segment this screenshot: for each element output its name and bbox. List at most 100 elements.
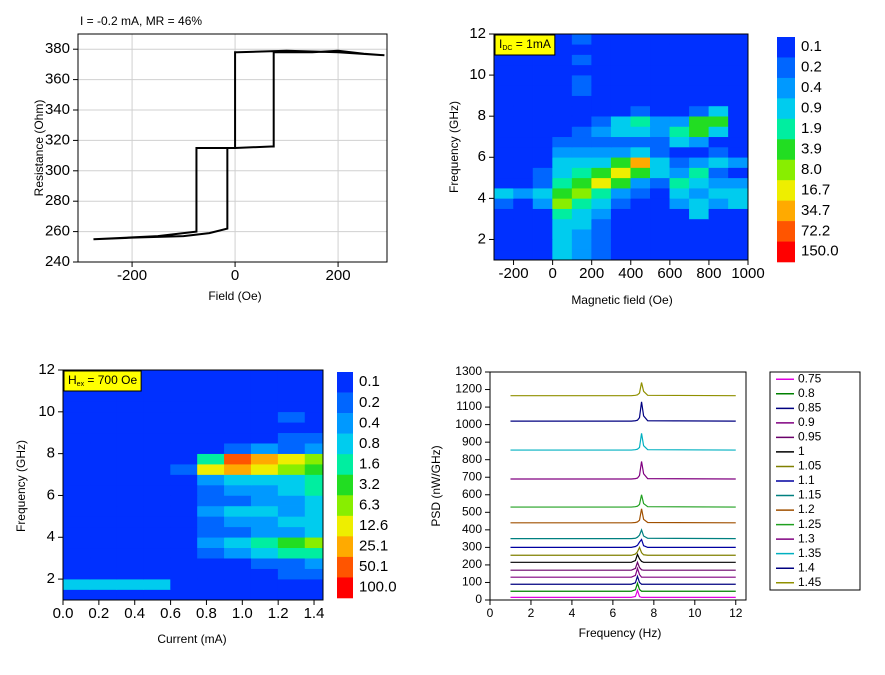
heatmap-cell: [63, 568, 91, 580]
heatmap-cell: [277, 495, 306, 507]
heatmap-cell: [532, 208, 553, 220]
heatmap-cell: [532, 115, 553, 127]
heatmap-cell: [513, 146, 534, 158]
data-line: [510, 382, 736, 397]
heatmap-cell: [630, 249, 651, 260]
y-tick-label: 380: [45, 40, 70, 57]
heatmap-cell: [728, 239, 748, 251]
heatmap-cell: [669, 115, 690, 127]
heatmap-cell: [728, 218, 748, 230]
heatmap-cell: [650, 43, 671, 55]
heatmap-cell: [170, 442, 198, 454]
heatmap-cell: [170, 578, 198, 590]
heatmap-cell: [197, 421, 225, 434]
heatmap-cell: [197, 589, 225, 600]
heatmap-cell: [591, 64, 612, 76]
heatmap-cell: [197, 516, 225, 528]
heatmap-cell: [89, 411, 118, 423]
heatmap-cell: [89, 547, 118, 559]
data-line: [510, 538, 736, 548]
heatmap-cell: [170, 411, 198, 423]
heatmap-cell: [571, 74, 592, 86]
heatmap-cell: [669, 249, 690, 260]
heatmap-cell: [630, 156, 651, 168]
plot-frame: [493, 33, 749, 261]
heatmap-cell: [552, 95, 573, 107]
x-tick-label: -200: [499, 265, 529, 282]
heatmap-cell: [571, 126, 592, 138]
heatmap-cell: [63, 536, 91, 549]
heatmap-cell: [277, 505, 306, 517]
heatmap-cell: [532, 105, 553, 117]
heatmap-cell: [728, 126, 748, 138]
heatmap-cell: [552, 187, 573, 199]
data-line: [510, 433, 736, 451]
heatmap-cell: [304, 380, 323, 392]
y-tick-label: 300: [45, 162, 70, 179]
heatmap-cell: [224, 484, 252, 496]
heatmap-cell: [571, 187, 592, 199]
heatmap-cell: [689, 198, 710, 209]
heatmap-cell: [689, 43, 710, 55]
heatmap-cell: [513, 115, 534, 127]
heatmap-cell: [170, 421, 198, 434]
x-tick-label: 8: [650, 606, 657, 620]
heatmap-cell: [591, 177, 612, 189]
heatmap-cell: [277, 578, 306, 590]
heatmap-cell: [304, 421, 323, 434]
heatmap-cell: [630, 167, 651, 179]
heatmap-cell: [591, 167, 612, 179]
heatmap-cell: [170, 401, 198, 413]
heatmap-cell: [304, 474, 323, 486]
heatmap-cell: [689, 156, 710, 168]
heatmap-cell: [170, 474, 198, 486]
heatmap-cell: [63, 421, 91, 434]
colorbar-swatch: [337, 577, 353, 599]
heatmap-cell: [610, 167, 632, 179]
heatmap-cell: [669, 239, 690, 251]
heatmap-cell: [304, 568, 323, 580]
heatmap-cell: [197, 484, 225, 496]
heatmap-cell: [708, 228, 729, 240]
heatmap-cell: [63, 516, 91, 528]
heatmap-cell: [650, 198, 671, 209]
colorbar-swatch: [777, 77, 795, 99]
heatmap-cell: [63, 526, 91, 538]
heatmap-cell: [197, 390, 225, 402]
colorbar-swatch: [777, 180, 795, 201]
data-line: [510, 461, 736, 480]
y-tick-label: 400: [462, 522, 482, 536]
annotation-box: [63, 370, 142, 392]
heatmap-cell: [513, 249, 534, 260]
heatmap-cell: [143, 432, 171, 444]
x-tick-label: 0: [487, 606, 494, 620]
heatmap-cell: [224, 463, 252, 475]
heatmap-cell: [610, 218, 632, 230]
data-line: [510, 574, 736, 585]
heatmap-cell: [591, 198, 612, 209]
colorbar-label: 25.1: [359, 538, 388, 555]
panel: 0.0 0.2 0.4 0.6 0.8 1.0 1.2 1.4 2 4 6 8 10 12 Current …: [14, 361, 396, 646]
heatmap-cell: [552, 115, 573, 127]
heatmap-cell: [304, 401, 323, 413]
heatmap-cell: [116, 568, 144, 580]
legend-label: 1.1: [798, 473, 815, 487]
heatmap-cell: [143, 442, 171, 454]
heatmap-cell: [224, 526, 252, 538]
heatmap-cell: [89, 453, 118, 465]
annotation-box: [494, 34, 556, 56]
heatmap-cell: [708, 136, 729, 148]
heatmap-cell: [116, 463, 144, 475]
heatmap-cell: [591, 239, 612, 251]
heatmap-cell: [728, 34, 748, 45]
x-axis-label: Field (Oe): [208, 289, 261, 303]
heatmap-cell: [532, 136, 553, 148]
heatmap-cell: [277, 589, 306, 600]
heatmap-cell: [571, 64, 592, 76]
colorbar-label: 50.1: [359, 558, 388, 575]
x-tick-label: -200: [117, 267, 147, 284]
colorbar-label: 0.4: [801, 79, 822, 96]
colorbar-swatch: [337, 515, 353, 537]
y-tick-label: 500: [462, 504, 482, 518]
x-tick-label: 0.0: [53, 605, 74, 622]
